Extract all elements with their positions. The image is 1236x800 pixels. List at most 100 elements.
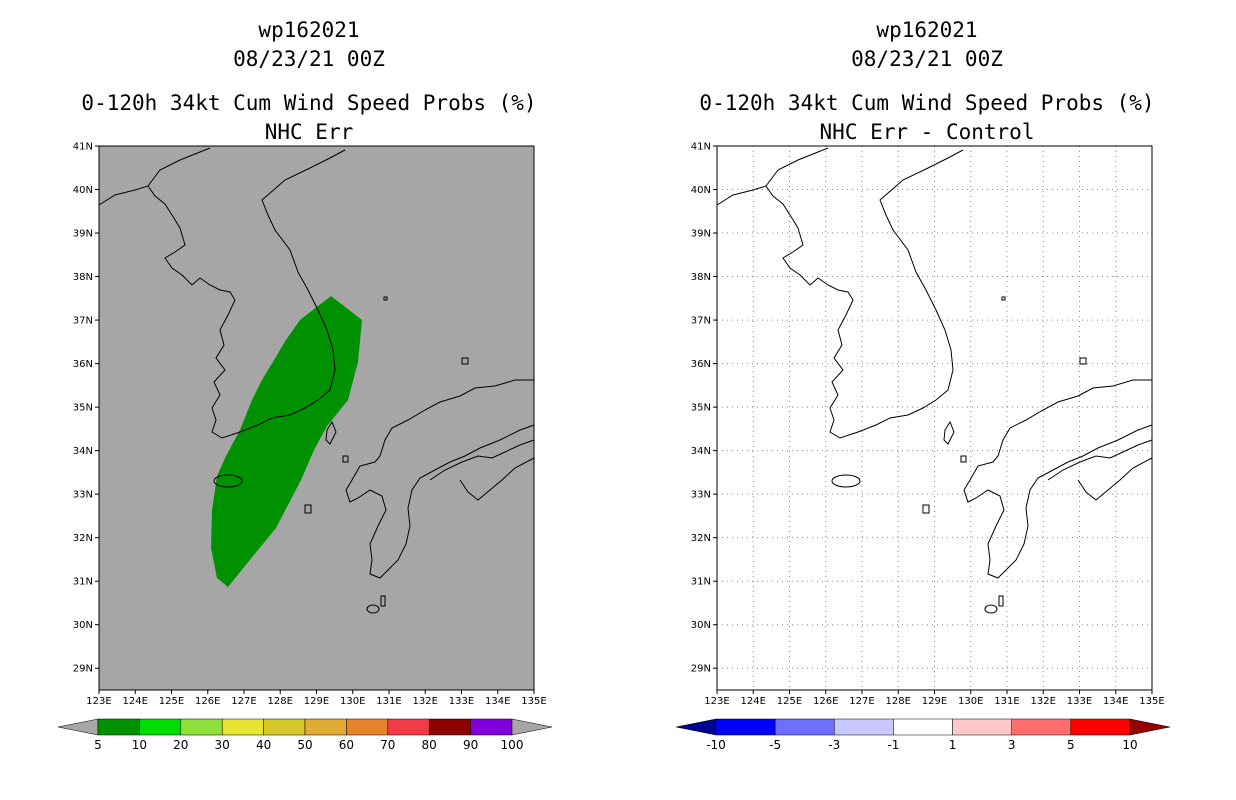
lat-label: 30N — [691, 620, 711, 631]
lon-label: 129E — [304, 696, 329, 707]
lat-labels: 41N 40N 39N 38N 37N 36N 35N 34N 33N 32N 31N 30N 29N — [691, 142, 717, 675]
colorbar-box — [221, 718, 264, 736]
lat-label: 37N — [691, 316, 711, 327]
colorbar-box — [952, 718, 1012, 736]
lat-label: 33N — [73, 490, 93, 501]
colorbar-box — [834, 718, 894, 736]
colorbar-box — [774, 718, 835, 736]
lon-label: 129E — [922, 696, 947, 707]
lat-label: 29N — [691, 664, 711, 675]
lon-label: 131E — [376, 696, 401, 707]
colorbar-box — [1011, 718, 1072, 736]
colorbar-label: 5 — [94, 738, 102, 752]
lon-label: 131E — [994, 696, 1019, 707]
lon-label: 135E — [1139, 696, 1164, 707]
map-background — [717, 146, 1152, 690]
lat-label: 38N — [73, 272, 93, 283]
colorbar-box — [387, 718, 430, 736]
lat-label: 37N — [73, 316, 93, 327]
colorbar-box — [346, 718, 389, 736]
colorbar-label: 80 — [422, 738, 437, 752]
colorbar-label: 70 — [380, 738, 395, 752]
lon-label: 123E — [704, 696, 729, 707]
lat-label: 40N — [691, 185, 711, 196]
lon-label: 126E — [813, 696, 838, 707]
lon-label: 134E — [1103, 696, 1128, 707]
colorbar-label: 1 — [949, 738, 957, 752]
colorbar-label: 10 — [1122, 738, 1137, 752]
lat-label: 36N — [691, 359, 711, 370]
lon-label: 124E — [123, 696, 148, 707]
lon-label: 135E — [521, 696, 546, 707]
product-title: 0-120h 34kt Cum Wind Speed Probs (%) — [81, 91, 537, 115]
colorbar-label: 50 — [297, 738, 312, 752]
lon-label: 127E — [231, 696, 256, 707]
lat-label: 39N — [73, 229, 93, 240]
lat-label: 29N — [73, 664, 93, 675]
lon-label: 124E — [741, 696, 766, 707]
colorbar-box — [715, 718, 776, 736]
difference-map: 41N40N39N38N37N36N35N34N33N32N31N30N29N … — [675, 142, 1171, 752]
colorbar-box — [428, 718, 471, 736]
storm-id: wp162021 — [876, 18, 978, 42]
lat-label: 38N — [691, 272, 711, 283]
lon-label: 132E — [1031, 696, 1056, 707]
lon-label: 128E — [268, 696, 293, 707]
lat-label: 34N — [73, 446, 93, 457]
lat-label: 39N — [691, 229, 711, 240]
colorbar-box — [263, 718, 306, 736]
coastlines — [716, 147, 1153, 614]
lat-label: 36N — [73, 359, 93, 370]
colorbar-box — [893, 718, 953, 736]
subtitle: NHC Err - Control — [819, 120, 1035, 144]
lat-label: 35N — [73, 403, 93, 414]
probability-region — [211, 296, 362, 587]
lon-label: 134E — [485, 696, 510, 707]
storm-id: wp162021 — [258, 18, 360, 42]
lon-label: 126E — [195, 696, 220, 707]
lon-label: 125E — [777, 696, 802, 707]
lat-label: 35N — [691, 403, 711, 414]
colorbar-label: 20 — [173, 738, 188, 752]
lon-label: 132E — [413, 696, 438, 707]
colorbar-box — [97, 718, 140, 736]
left-panel: wp162021 08/23/21 00Z 0-120h 34kt Cum Wi… — [57, 18, 553, 752]
colorbar-extend-high — [1129, 718, 1171, 736]
product-title: 0-120h 34kt Cum Wind Speed Probs (%) — [699, 91, 1155, 115]
colorbar-label: 3 — [1008, 738, 1016, 752]
lat-label: 41N — [691, 142, 711, 153]
lat-label: 41N — [73, 142, 93, 153]
colorbar-box — [139, 718, 182, 736]
colorbar-box — [1070, 718, 1131, 736]
colorbar: -10 -5 -3 -1 1 3 5 10 — [675, 718, 1171, 752]
colorbar-label: -5 — [769, 738, 781, 752]
lat-label: 34N — [691, 446, 711, 457]
coastlines — [98, 147, 535, 614]
colorbar-extend-low — [675, 718, 717, 736]
colorbar-box — [304, 718, 347, 736]
lon-label: 130E — [958, 696, 983, 707]
lon-label: 130E — [340, 696, 365, 707]
right-panel: wp162021 08/23/21 00Z 0-120h 34kt Cum Wi… — [618, 0, 1236, 800]
lon-label: 127E — [849, 696, 874, 707]
colorbar-label: 30 — [215, 738, 230, 752]
colorbar-extend-low — [57, 718, 99, 736]
lat-label: 40N — [73, 185, 93, 196]
colorbar-label: 90 — [463, 738, 478, 752]
lon-label: 125E — [159, 696, 184, 707]
colorbar: 5 10 20 30 40 50 60 70 80 90 100 — [57, 718, 553, 752]
probability-map: 41N40N39N38N37N36N35N34N33N32N31N30N29N … — [57, 142, 553, 752]
colorbar-label: -1 — [887, 738, 899, 752]
datetime: 08/23/21 00Z — [233, 47, 385, 71]
colorbar-label: -3 — [828, 738, 840, 752]
lat-label: 30N — [73, 620, 93, 631]
colorbar-label: -10 — [706, 738, 726, 752]
lat-label: 32N — [691, 533, 711, 544]
lon-label: 128E — [886, 696, 911, 707]
colorbar-label: 10 — [132, 738, 147, 752]
colorbar-box — [180, 718, 223, 736]
colorbar-box — [470, 718, 513, 736]
lon-labels: 123E 124E 125E 126E 127E 128E 129E 130E 131E 132E… — [704, 690, 1165, 707]
datetime: 08/23/21 00Z — [851, 47, 1003, 71]
lat-label: 31N — [691, 577, 711, 588]
